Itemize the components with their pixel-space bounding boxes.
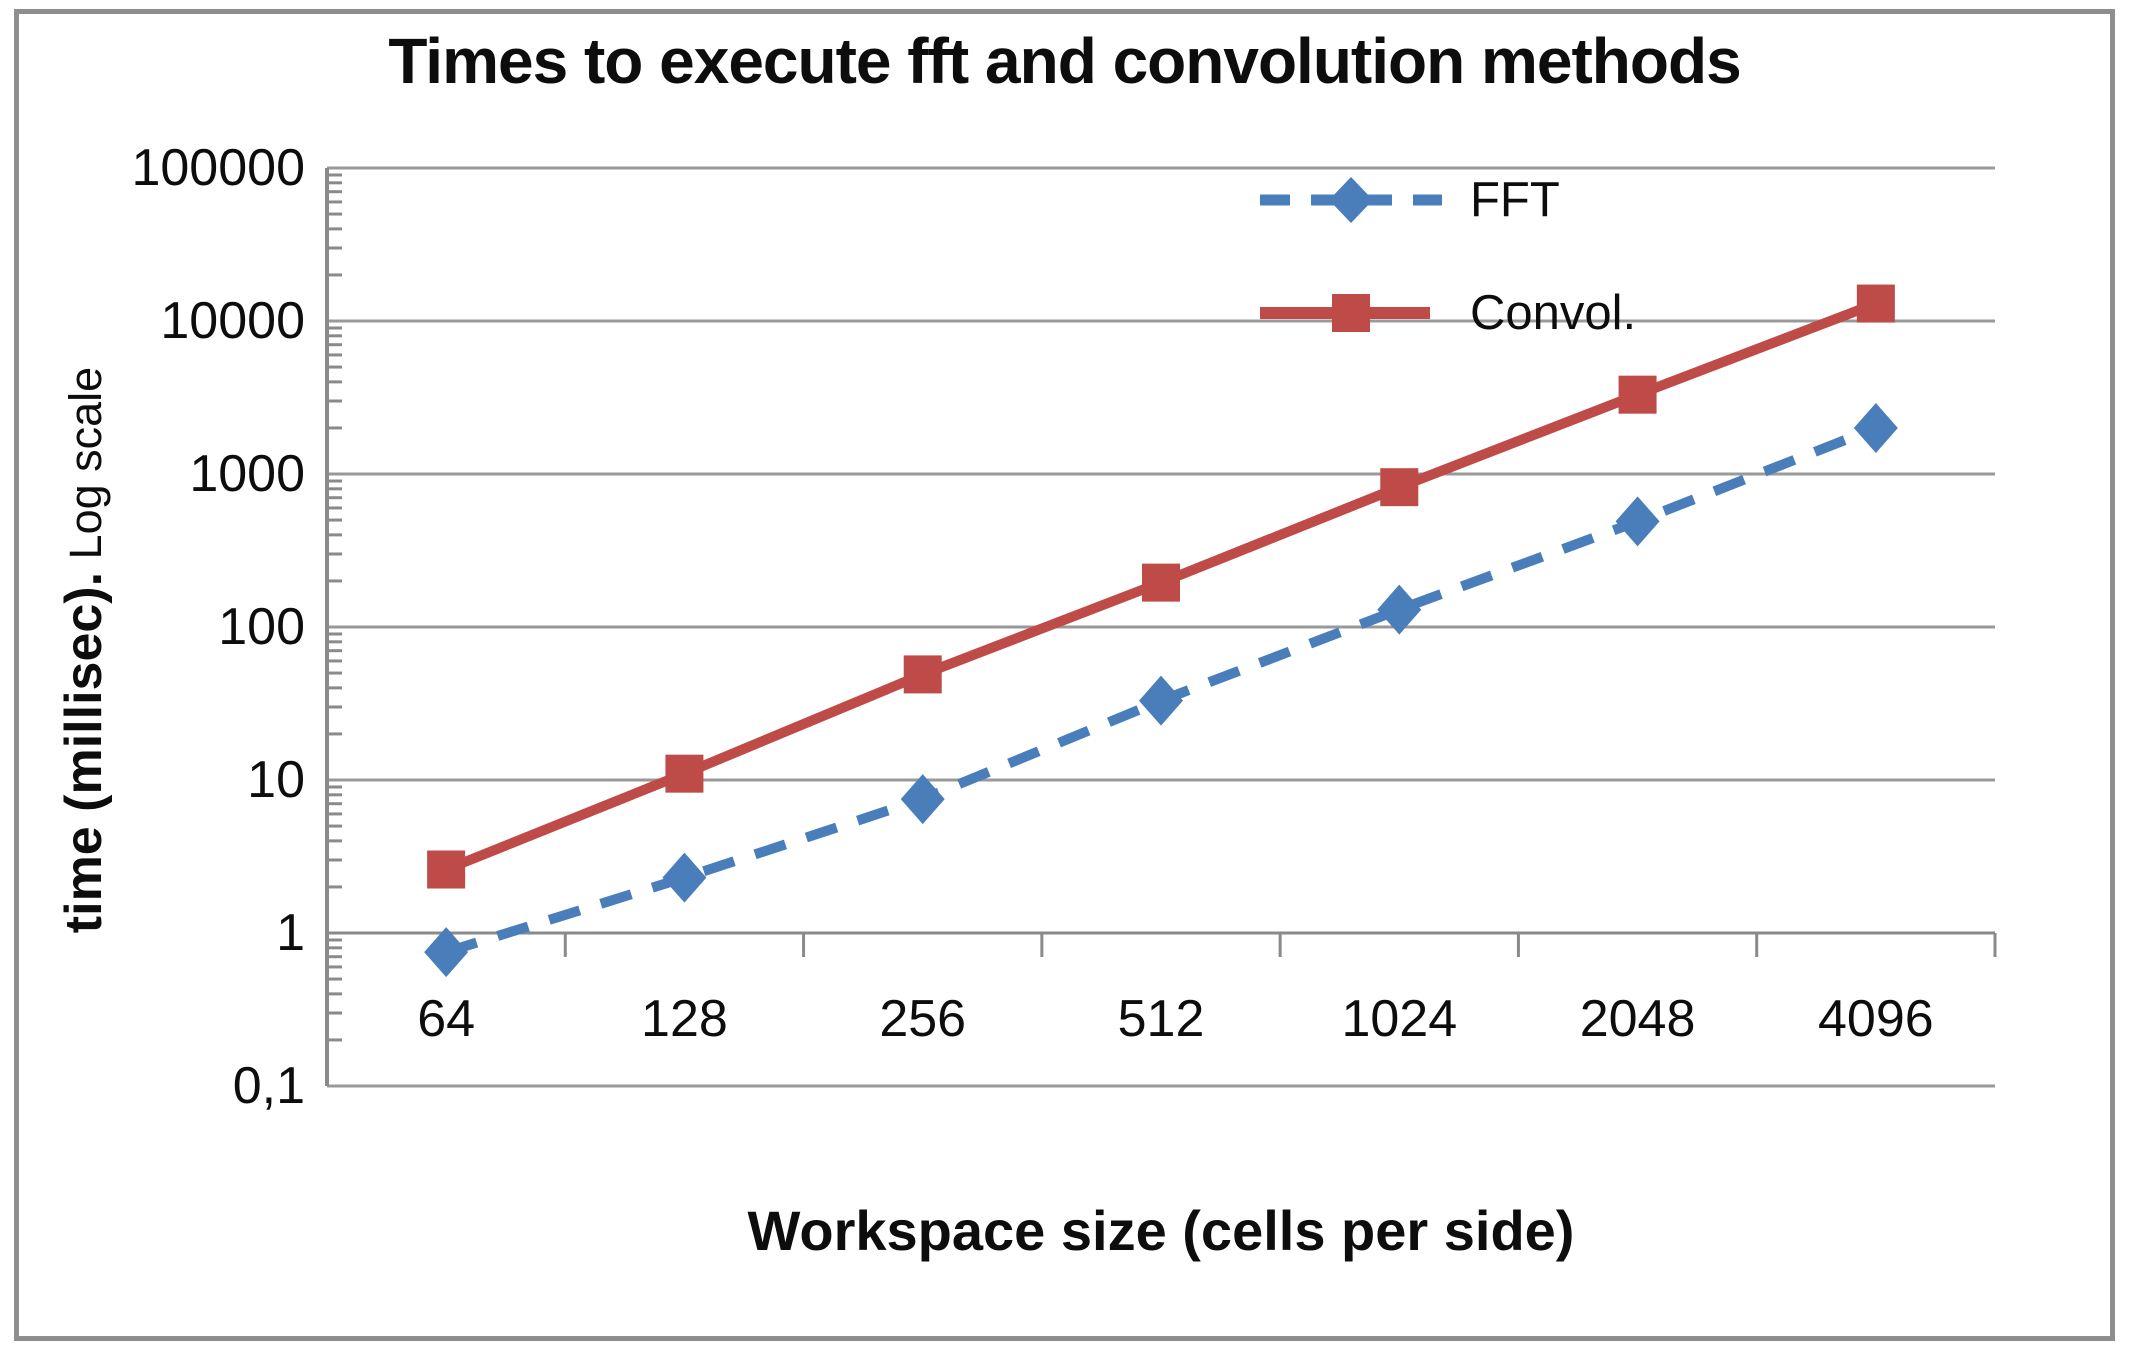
x-tick-label: 1024: [1341, 990, 1457, 1048]
fft-marker: [1853, 402, 1898, 453]
x-tick-label: 64: [417, 990, 475, 1048]
x-tick-label: 128: [641, 990, 728, 1048]
x-tick-label: 4096: [1818, 990, 1934, 1048]
y-tick-label: 1: [276, 904, 305, 962]
x-axis-title: Workspace size (cells per side): [747, 1199, 1575, 1262]
convol-legend-marker: [1260, 294, 1430, 332]
fft-marker: [1615, 496, 1660, 547]
x-tick-label: 256: [879, 990, 966, 1048]
convol-marker: [665, 754, 704, 793]
chart-title: Times to execute fft and convolution met…: [388, 25, 1741, 97]
fft-marker: [1139, 675, 1183, 726]
fft-marker: [900, 774, 945, 825]
fft-legend-marker: [1260, 177, 1442, 223]
y-tick-label: 10000: [160, 292, 305, 350]
convol-marker: [1380, 468, 1419, 507]
legend-label-fft: FFT: [1470, 173, 1560, 227]
legend-item-fft: FFT: [1258, 168, 1560, 232]
convol-marker: [1618, 375, 1657, 414]
y-tick-label: 1000: [189, 445, 305, 503]
legend-item-convol: Convol.: [1258, 281, 1636, 345]
y-tick-label: 100000: [131, 139, 305, 197]
fft-marker: [662, 852, 707, 903]
y-tick-label: 10: [247, 751, 305, 809]
convol-marker: [1142, 563, 1180, 602]
x-tick-label: 2048: [1580, 990, 1696, 1048]
x-tick-label: 512: [1118, 990, 1205, 1048]
y-tick-label: 100: [218, 598, 305, 656]
y-tick-label: 0,1: [233, 1057, 305, 1115]
convol-marker: [427, 850, 466, 889]
fft-marker: [424, 927, 469, 978]
legend-label-convol: Convol.: [1470, 286, 1637, 340]
convol-marker: [903, 655, 942, 694]
fft-marker: [1377, 584, 1422, 635]
convol-marker: [1856, 284, 1895, 323]
